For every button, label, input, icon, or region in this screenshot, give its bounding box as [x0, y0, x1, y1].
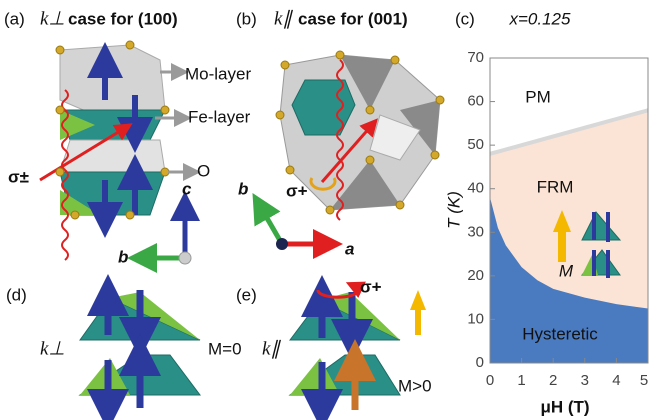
x-tick-label: 0 [486, 372, 494, 389]
y-tick-label: 30 [467, 223, 484, 240]
y-tick-label: 40 [467, 180, 484, 197]
layer-label: Mo-layer [185, 64, 251, 83]
y-tick-label: 60 [467, 93, 484, 110]
panel-title: case for (100) [68, 9, 178, 28]
axis-label: b [118, 247, 128, 266]
structure-a [40, 41, 192, 264]
x-tick-label: 4 [612, 372, 620, 389]
y-tick-label: 10 [467, 310, 484, 327]
spin-layers-d [80, 290, 200, 410]
polarization-label: σ± [8, 167, 29, 186]
y-tick-label: 70 [467, 49, 484, 66]
region-label: FRM [537, 177, 574, 196]
axis-label: a [345, 239, 354, 258]
wave-symbol: k⊥ [40, 338, 65, 359]
polarization-label: σ+ [286, 181, 308, 200]
moment-label: M=0 [208, 339, 242, 358]
wave-symbol: k∥ [274, 8, 293, 29]
atom-label: O [197, 161, 210, 180]
x-axis-label: μH (T) [540, 397, 589, 416]
panel-title: case for (001) [298, 9, 408, 28]
y-tick-label: 0 [476, 354, 484, 371]
region-label: PM [525, 87, 551, 106]
panel-label: (a) [4, 9, 25, 28]
axis-label: b [238, 179, 248, 198]
y-tick-label: 50 [467, 136, 484, 153]
region-label: Hysteretic [522, 324, 598, 343]
structure-b [260, 51, 444, 250]
x-tick-label: 5 [640, 372, 648, 389]
x-tick-label: 1 [517, 372, 525, 389]
x-tick-label: 3 [581, 372, 589, 389]
y-axis-label: T (K) [444, 191, 463, 229]
phase-diagram: 0 10 20 30 40 50 60 70 0 1 2 3 4 5 (c) x=0.125 μH (T) T (… [444, 9, 648, 416]
panel-label: (b) [236, 9, 257, 28]
wave-symbol: k∥ [262, 338, 281, 359]
polarization-label: σ+ [360, 277, 382, 296]
panel-label: (c) [455, 9, 475, 28]
x-tick-label: 2 [549, 372, 557, 389]
chart-title: x=0.125 [509, 9, 572, 28]
region-label: M [559, 261, 574, 280]
axis-label: c [182, 179, 192, 198]
wave-symbol: k⊥ [40, 8, 65, 29]
figure: (a) k⊥ case for (100) Mo-layer Fe-layer … [0, 0, 654, 420]
layer-label: Fe-layer [188, 107, 251, 126]
moment-label: M>0 [398, 376, 432, 395]
y-tick-label: 20 [467, 267, 484, 284]
panel-label: (d) [6, 285, 27, 304]
panel-label: (e) [236, 285, 257, 304]
